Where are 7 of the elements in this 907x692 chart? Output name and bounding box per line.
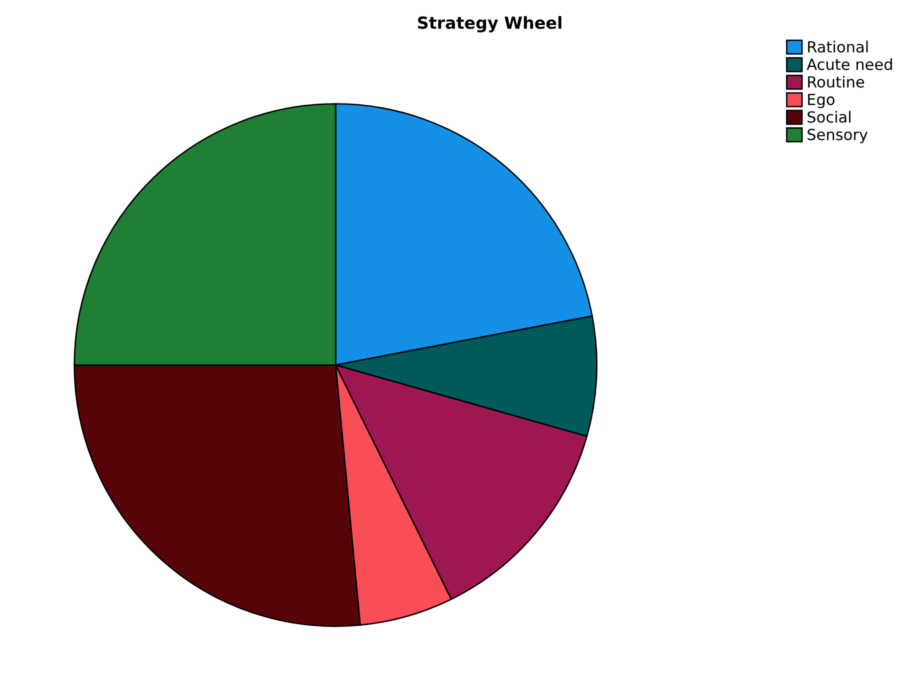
legend-label: Sensory bbox=[808, 128, 868, 144]
legend-label: Routine bbox=[808, 76, 864, 88]
chart-title: Strategy Wheel bbox=[418, 16, 562, 32]
legend-label: Social bbox=[808, 110, 850, 123]
legend-label: Acute need bbox=[806, 58, 892, 70]
legend-label: Ego bbox=[808, 94, 834, 108]
legend-label: Rational bbox=[808, 40, 868, 53]
